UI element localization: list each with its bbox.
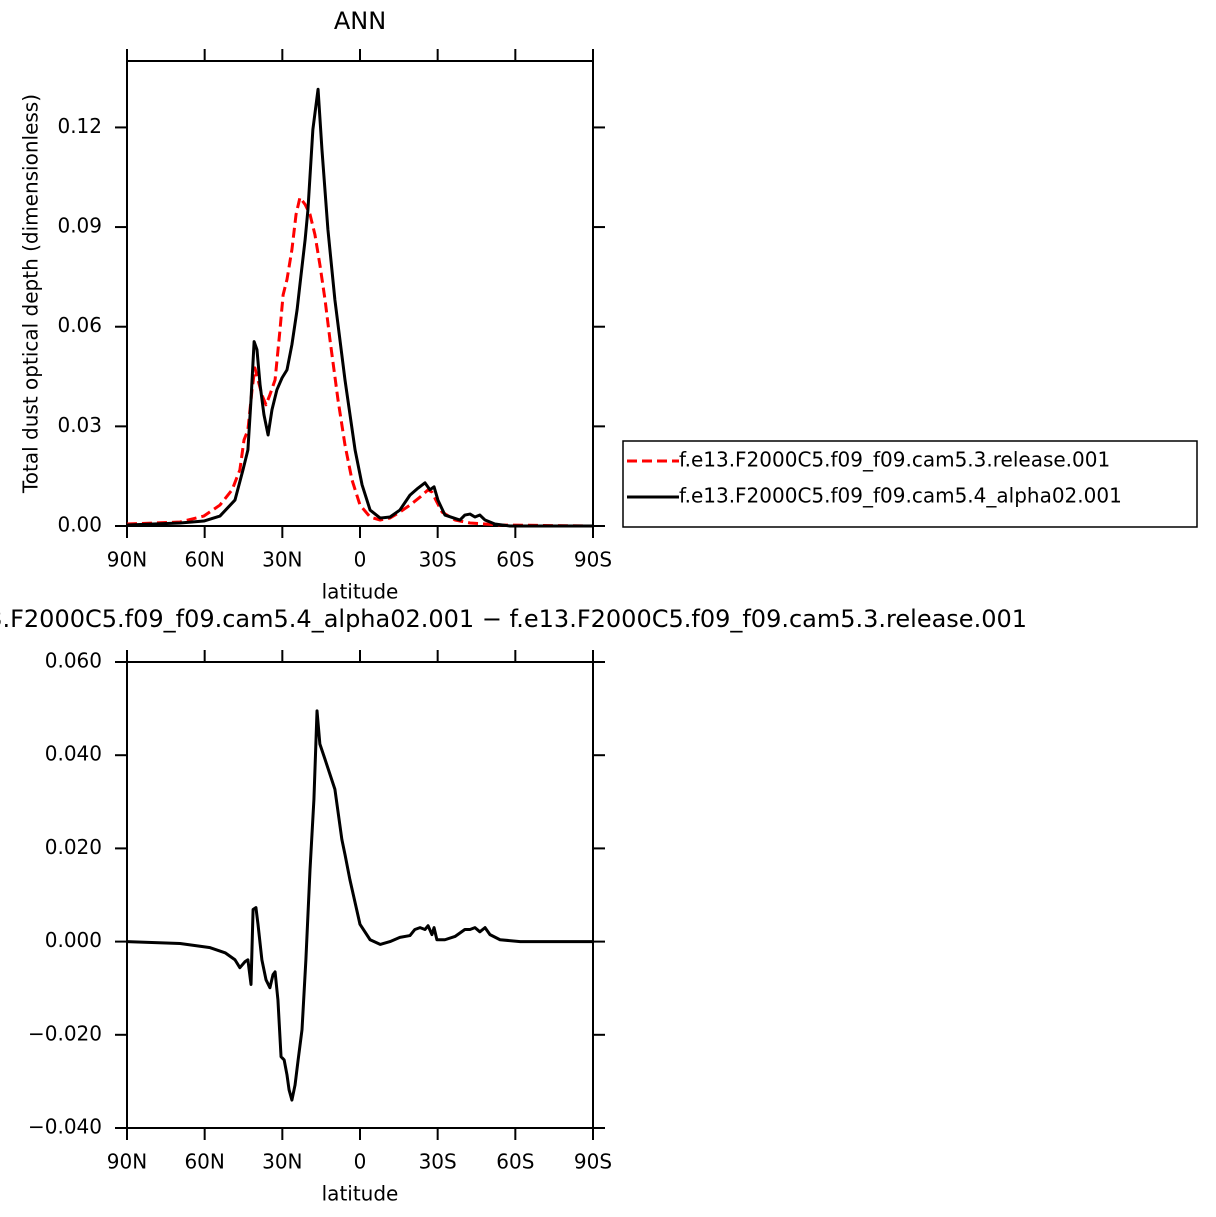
y-tick-label: 0.09: [57, 214, 102, 238]
x-tick-label: 90S: [574, 548, 612, 572]
y-tick-label: 0.000: [45, 928, 102, 952]
x-tick-label: 90N: [107, 548, 147, 572]
data-line: [126, 87, 593, 528]
x-tick-label: 60N: [184, 1150, 224, 1174]
y-tick-label: −0.040: [28, 1115, 102, 1139]
data-line: [126, 709, 593, 1102]
x-tick-label: 30N: [262, 1150, 302, 1174]
legend-label: f.e13.F2000C5.f09_f09.cam5.4_alpha02.001: [679, 484, 1122, 508]
x-tick-label: 60N: [184, 548, 224, 572]
y-tick-label: 0.03: [57, 413, 102, 437]
x-tick-label: 0: [354, 548, 367, 572]
legend-box: [622, 440, 1198, 528]
x-tick-label: 30S: [419, 1150, 457, 1174]
x-tick-label: 30S: [419, 548, 457, 572]
y-tick-label: −0.020: [28, 1021, 102, 1045]
x-tick-label: 60S: [496, 1150, 534, 1174]
y-tick-label: 0.12: [57, 114, 102, 138]
y-tick-label: 0.06: [57, 313, 102, 337]
plot-frame: [126, 60, 594, 527]
x-tick-label: 90S: [574, 1150, 612, 1174]
x-tick-label: 60S: [496, 548, 534, 572]
x-axis-label: latitude: [322, 580, 399, 604]
data-line: [126, 196, 594, 528]
x-tick-label: 0: [354, 1150, 367, 1174]
chart-title: f.e13.F2000C5.f09_f09.cam5.4_alpha02.001…: [0, 605, 1027, 633]
legend-label: f.e13.F2000C5.f09_f09.cam5.3.release.001: [679, 448, 1110, 472]
x-tick-label: 90N: [107, 1150, 147, 1174]
x-axis-label: latitude: [322, 1182, 399, 1206]
y-tick-label: 0.00: [57, 513, 102, 537]
y-tick-label: 0.040: [45, 742, 102, 766]
y-axis-label: Total dust optical depth (dimensionless): [19, 94, 43, 494]
plot-frame: [126, 661, 594, 1129]
chart-title: ANN: [334, 7, 386, 35]
x-tick-label: 30N: [262, 548, 302, 572]
y-tick-label: 0.020: [45, 835, 102, 859]
y-tick-label: 0.060: [45, 649, 102, 673]
